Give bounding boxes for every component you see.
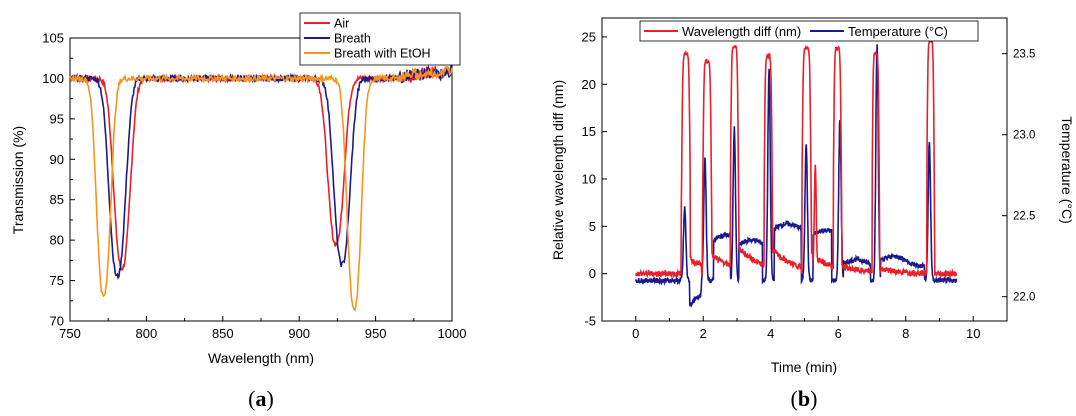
panel-a-y-tick-label: 75 — [50, 273, 64, 288]
panel-a-x-tick-label: 900 — [288, 326, 310, 341]
panel-a-series-line-2 — [69, 65, 453, 312]
panel-b-y-axis-label: Relative wavelength diff (nm) — [550, 80, 566, 260]
panel-a-series — [69, 63, 453, 312]
panel-b-y-tick-label: 20 — [582, 77, 596, 92]
panel-a-legend-entry: Breath — [334, 32, 371, 46]
panel-a-x-tick-label: 1000 — [438, 326, 467, 341]
panel-a-y-tick-label: 85 — [50, 192, 64, 207]
panel-b-legend-entry: Temperature (°C) — [848, 24, 948, 39]
panel-b-x-tick-label: 8 — [902, 326, 909, 341]
panel-a-y-tick-label: 100 — [42, 71, 64, 86]
panel-b-y2-axis-label: Temperature (°C) — [1059, 116, 1075, 224]
panel-b-y-ticks: -5 0 5 10 15 20 25 — [582, 29, 607, 329]
panel-b-y-tick-label: 0 — [589, 266, 596, 281]
panel-b-y2-tick-label: 23.5 — [1013, 49, 1035, 61]
panel-b-y-tick-label: 5 — [589, 219, 596, 234]
panel-b-x-tick-label: 2 — [700, 326, 707, 341]
panel-a-y-tick-label: 70 — [50, 314, 64, 329]
panel-b-series — [635, 38, 958, 308]
panel-b-x-tick-label: 0 — [632, 326, 639, 341]
panel-a-y-tick-label: 105 — [42, 31, 64, 46]
panel-b-y2-tick-label: 22.5 — [1013, 211, 1035, 223]
panel-a-y-tick-label: 90 — [50, 152, 64, 167]
panel-b-x-tick-label: 6 — [835, 326, 842, 341]
panel-b-legend-entry: Wavelength diff (nm) — [682, 24, 801, 39]
panel-a-x-ticks: 750 800 850 900 950 1000 — [59, 316, 466, 341]
panel-a-label: (a) — [248, 386, 274, 411]
panel-a-legend-entry: Breath with EtOH — [334, 47, 431, 61]
panel-b-y-tick-label: 25 — [582, 29, 596, 44]
panel-a-legend-entry: Air — [334, 17, 349, 31]
panel-b-y-tick-label: 10 — [582, 171, 596, 186]
panel-b-label: (b) — [791, 386, 818, 411]
panel-b-y2-ticks: 22.0 22.5 23.0 23.5 — [1002, 49, 1035, 304]
panel-a-x-axis-label: Wavelength (nm) — [208, 350, 314, 366]
panel-b-legend: Wavelength diff (nm) Temperature (°C) — [639, 20, 979, 42]
panel-a-chart: 750 800 850 900 950 1000 70 75 80 85 90 95 100 105 W… — [10, 12, 466, 411]
panel-b-y-tick-label: -5 — [584, 314, 596, 329]
panel-b-wavelength-line — [635, 38, 958, 279]
panel-b-x-axis-label: Time (min) — [771, 359, 837, 375]
panel-b-chart: 0 2 4 6 8 10 -5 0 5 10 15 20 25 22.0 22.5 23.0 23.5 Ti… — [550, 17, 1075, 411]
panel-b-y2-tick-label: 22.0 — [1013, 292, 1035, 304]
panel-b-x-tick-label: 10 — [966, 326, 980, 341]
panel-a-x-tick-label: 850 — [212, 326, 234, 341]
panel-b-y-tick-label: 15 — [582, 124, 596, 139]
panel-b-x-ticks: 0 2 4 6 8 10 — [632, 316, 980, 341]
panel-a-x-tick-label: 950 — [365, 326, 387, 341]
panel-a-y-axis-label: Transmission (%) — [10, 126, 26, 234]
panel-b-label-letter: b — [798, 386, 810, 411]
panel-a-y-tick-label: 95 — [50, 111, 64, 126]
panel-b-x-tick-label: 4 — [767, 326, 774, 341]
panel-b-temperature-line — [635, 44, 958, 308]
panel-a-x-tick-label: 800 — [136, 326, 158, 341]
panel-a-series-line-1 — [69, 63, 453, 280]
panel-a-x-tick-label: 750 — [59, 326, 81, 341]
panel-a-y-ticks: 70 75 80 85 90 95 100 105 — [42, 31, 75, 329]
panel-a-y-tick-label: 80 — [50, 233, 64, 248]
panel-b-y2-tick-label: 23.0 — [1013, 130, 1035, 142]
panel-a-label-letter: a — [256, 386, 267, 411]
panel-b-legend-box — [639, 20, 979, 42]
